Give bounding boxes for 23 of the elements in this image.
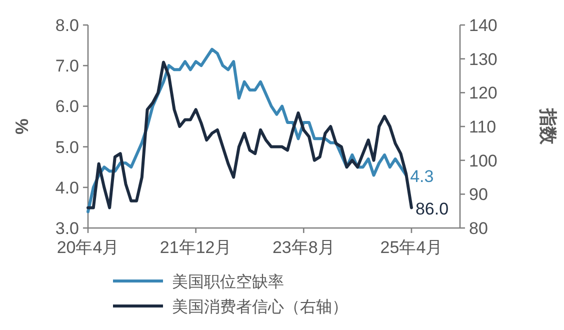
y2-tick-label: 140: [469, 16, 498, 35]
y-tick-label: 6.0: [55, 97, 79, 116]
legend-label: 美国职位空缺率: [172, 273, 284, 291]
x-tick-label: 25年4月: [380, 238, 443, 257]
y-tick-label: 7.0: [55, 56, 79, 76]
x-tick-label: 21年12月: [160, 238, 232, 257]
y-tick-label: 5.0: [55, 138, 79, 157]
y2-tick-label: 90: [469, 185, 488, 204]
y2-tick-label: 130: [469, 50, 498, 69]
y-tick-label: 8.0: [55, 16, 79, 35]
y-axis-title: %: [12, 118, 32, 135]
y2-tick-label: 80: [469, 219, 488, 238]
y2-tick-label: 110: [469, 118, 496, 136]
y-tick-label: 4.0: [55, 178, 79, 198]
y2-tick-label: 120: [469, 84, 498, 103]
x-tick-label: 20年4月: [56, 238, 120, 257]
data-label: 86.0: [415, 200, 449, 219]
y2-tick-label: 100: [469, 151, 498, 170]
data-label: 4.3: [410, 167, 434, 186]
x-tick-label: 23年8月: [272, 238, 335, 257]
y2-axis-title: 指数: [538, 108, 558, 146]
legend-label: 美国消费者信心（右轴）: [172, 298, 348, 316]
y-tick-label: 3.0: [55, 219, 79, 238]
